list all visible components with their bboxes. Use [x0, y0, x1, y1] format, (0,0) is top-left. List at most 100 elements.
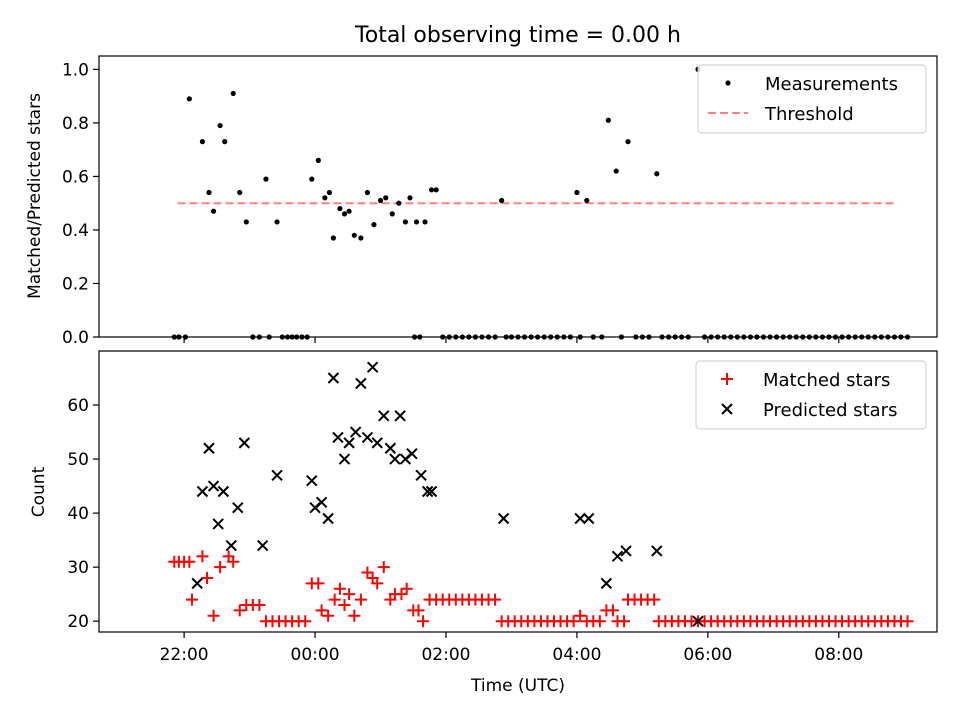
bottom-x-tick-label: 08:00 — [814, 645, 863, 665]
matched-star-point — [227, 555, 240, 568]
matched-star-point — [574, 609, 587, 622]
chart-title: Total observing time = 0.00 h — [354, 23, 681, 48]
bottom-y-axis-label: Count — [29, 466, 49, 517]
legend-predicted-marker — [721, 403, 733, 415]
matched-star-point — [395, 588, 408, 601]
bottom-y-tick-label: 50 — [67, 450, 89, 470]
measurement-point — [371, 222, 377, 228]
legend-predicted-label: Predicted stars — [763, 400, 897, 421]
measurement-point — [413, 219, 420, 225]
top-y-axis-label: Matched/Predicted stars — [25, 93, 45, 299]
matched-star-point — [354, 593, 367, 606]
measurement-point — [377, 197, 384, 204]
measurement-point — [309, 176, 315, 182]
measurement-point — [230, 90, 236, 97]
measurement-point — [243, 219, 249, 225]
measurement-point — [237, 189, 243, 196]
matched-star-point — [214, 561, 227, 574]
measurement-point — [210, 208, 217, 214]
top-y-tick-label: 0.2 — [62, 274, 89, 294]
measurement-point — [654, 171, 660, 177]
bottom-y-tick-label: 20 — [67, 612, 89, 632]
measurement-point — [407, 195, 413, 201]
measurement-point — [574, 189, 580, 196]
predicted-star-point — [207, 480, 220, 492]
matched-star-point — [183, 555, 196, 568]
predicted-star-point — [196, 485, 209, 498]
top-x-ticks — [183, 337, 840, 343]
top-y-tick-label: 1.0 — [62, 60, 89, 80]
top-panel: 0.0 0.2 0.4 0.6 0.8 1.0 Matched/Predicted sta… — [25, 55, 938, 348]
bottom-legend-box — [695, 360, 927, 430]
matched-star-point — [348, 609, 361, 622]
matched-star-point — [299, 615, 312, 628]
top-legend-box — [697, 64, 927, 134]
matched-star-point — [606, 604, 619, 617]
predicted-star-point — [327, 372, 340, 384]
predicted-star-point — [394, 410, 406, 422]
bottom-axes-frame — [98, 350, 938, 633]
measurement-point — [358, 235, 364, 241]
top-y-tick-label: 0.4 — [62, 221, 89, 241]
measurement-point — [206, 189, 212, 196]
predicted-star-point — [574, 512, 586, 525]
top-axes-frame — [98, 55, 938, 338]
predicted-star-point — [349, 426, 362, 438]
matched-star-point — [333, 582, 346, 595]
predicted-star-point — [322, 512, 334, 525]
predicted-star-point — [355, 377, 367, 390]
predicted-star-point — [203, 442, 215, 454]
bottom-panel: 20 30 40 50 60 22:00 00:00 02:00 04:00 06:00 08:0… — [29, 350, 938, 696]
measurement-point — [428, 187, 435, 193]
predicted-star-point — [611, 550, 624, 563]
matched-star-point — [315, 604, 328, 617]
bottom-x-tick-label: 04:00 — [552, 645, 601, 665]
legend-matched-label: Matched stars — [763, 370, 890, 391]
predicted-star-point — [415, 469, 427, 481]
matched-star-point — [417, 615, 430, 628]
measurement-point — [337, 205, 343, 212]
bottom-legend: Matched stars Predicted stars — [695, 360, 927, 430]
predicted-star-point — [217, 485, 230, 498]
measurement-point — [341, 211, 348, 217]
measurement-point — [625, 139, 631, 145]
bottom-y-tick-label: 40 — [67, 504, 89, 524]
legend-threshold-label: Threshold — [764, 104, 854, 125]
measurement-point — [330, 235, 336, 241]
matched-star-point — [412, 604, 425, 617]
measurement-point — [315, 157, 321, 163]
measurement-point — [396, 200, 402, 206]
matched-star-point — [377, 561, 390, 574]
measurement-point — [389, 211, 395, 217]
predicted-star-point — [620, 545, 632, 557]
measurement-point — [433, 187, 439, 193]
bottom-x-tick-label: 02:00 — [421, 645, 470, 665]
measurement-point — [402, 219, 408, 225]
predicted-star-point — [238, 437, 251, 449]
predicted-star-point — [371, 437, 383, 449]
top-legend: Measurements Threshold — [697, 64, 927, 134]
top-y-tick-label: 0.8 — [62, 114, 89, 134]
legend-measurements-label: Measurements — [765, 74, 898, 95]
measurement-point — [263, 176, 269, 182]
bottom-y-tick-label: 30 — [67, 558, 89, 578]
matched-star-point — [312, 577, 325, 590]
matched-star-point — [361, 566, 374, 579]
matched-star-point — [338, 598, 351, 611]
matched-star-point — [400, 582, 413, 595]
predicted-star-point — [361, 431, 374, 444]
measurement-point — [605, 117, 611, 123]
matched-star-point — [343, 588, 356, 601]
bottom-x-ticks: 22:00 00:00 02:00 04:00 06:00 08:00 — [160, 632, 863, 665]
matched-star-point — [901, 615, 914, 628]
measurement-point — [584, 197, 590, 204]
predicted-star-point — [421, 485, 434, 498]
measurement-point — [351, 232, 357, 238]
predicted-star-point — [692, 615, 704, 627]
predicted-star-point — [366, 361, 379, 373]
measurement-point — [499, 197, 505, 204]
predicted-star-point — [651, 545, 663, 557]
measurement-point — [222, 139, 228, 145]
top-y-ticks: 0.0 0.2 0.4 0.6 0.8 1.0 — [62, 60, 99, 348]
